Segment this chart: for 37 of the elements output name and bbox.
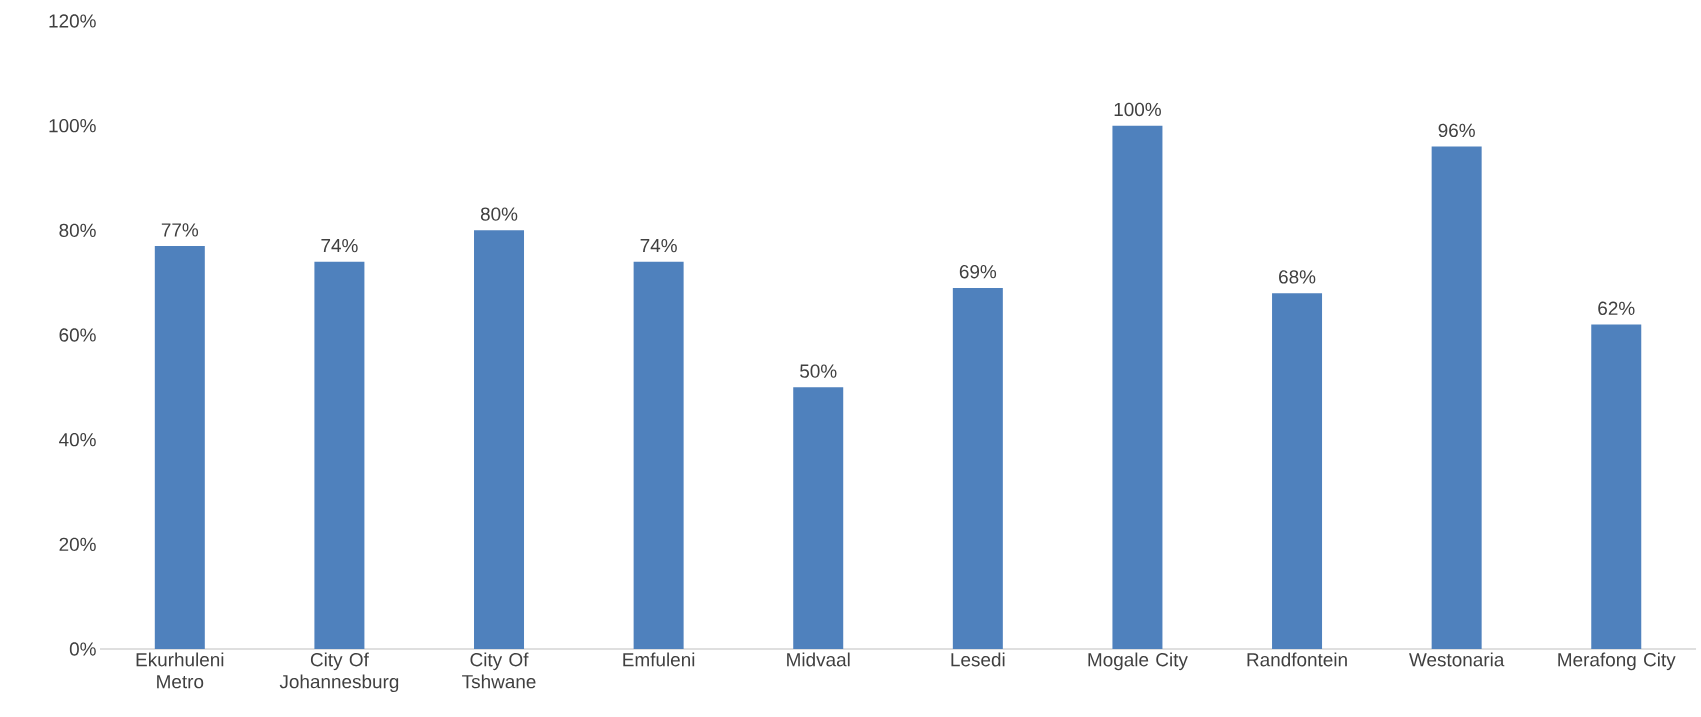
y-tick-label: 60% [59,328,96,342]
y-tick-label: 20% [59,537,96,552]
bar [1112,125,1163,649]
bar [1431,146,1482,649]
x-tick-label: Merafong City [1558,652,1676,671]
data-label: 96% [1438,123,1475,138]
x-tick-label: Ekurhuleni Metro [136,652,224,689]
bar [314,261,365,649]
data-label: 74% [321,238,358,253]
y-tick-label: 40% [59,432,96,447]
x-tick-label: Emfuleni [623,652,695,667]
x-tick-label: Randfontein [1247,652,1347,667]
bar [793,387,844,649]
data-label: 69% [959,264,997,279]
y-tick-label: 80% [59,223,96,238]
y-tick-label: 0% [69,642,96,656]
data-label: 100% [1114,102,1161,117]
bar [154,246,205,649]
bar [474,230,525,649]
y-tick-label: 120% [49,14,96,28]
bar [952,287,1003,649]
data-label: 80% [480,207,518,221]
x-tick-label: Westonaria [1409,652,1505,667]
data-label: 77% [161,223,199,237]
data-label: 68% [1279,270,1316,284]
data-label: 62% [1598,301,1635,316]
x-tick-label: Mogale City [1088,652,1188,671]
x-tick-label: City Of Tshwane [462,652,536,689]
y-tick-label: 100% [49,118,96,133]
data-label: 50% [800,364,837,378]
data-label: 74% [640,238,677,253]
x-tick-label: City Of Johannesburg [279,652,399,693]
bar [633,261,684,649]
x-tick-label: Lesedi [951,652,1005,667]
bar [1272,293,1323,649]
bar [1591,324,1642,649]
x-tick-label: Midvaal [787,652,850,667]
